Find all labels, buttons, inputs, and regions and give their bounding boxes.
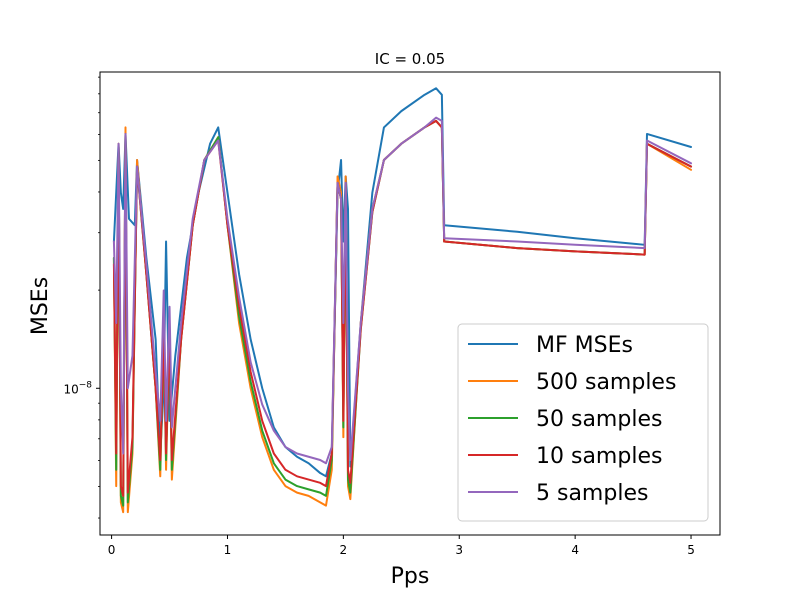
legend: MF MSEs 500 samples 50 samples 10 samples 5 …	[457, 323, 709, 522]
axes-frame	[99, 71, 721, 536]
chart-title: IC = 0.05	[375, 50, 445, 68]
y-axis-label: MSEs	[28, 277, 53, 335]
legend-box	[457, 323, 709, 522]
legend-label-4: 10 samples	[536, 444, 662, 469]
legend-label-3: 50 samples	[536, 407, 662, 432]
legend-label-2: 500 samples	[536, 370, 676, 395]
plot-area: 0 1 2 3 4 5 10−8	[63, 71, 721, 557]
series-line-5	[112, 116, 693, 465]
y-tick-label-exponent: −8	[79, 380, 93, 390]
x-tick-label: 0	[108, 543, 116, 557]
x-tick-label: 1	[224, 543, 232, 557]
legend-label-5: 5 samples	[536, 481, 648, 506]
x-axis-label: Pps	[391, 564, 430, 589]
series-lines	[112, 87, 693, 514]
x-tick-label: 2	[340, 543, 348, 557]
legend-label-1: MF MSEs	[536, 333, 633, 358]
x-tick-label: 4	[571, 543, 579, 557]
y-tick-label: 10−8	[63, 380, 92, 396]
y-tick-label-base: 10	[63, 382, 78, 396]
x-tick-label: 3	[455, 543, 463, 557]
x-tick-label: 5	[687, 543, 695, 557]
